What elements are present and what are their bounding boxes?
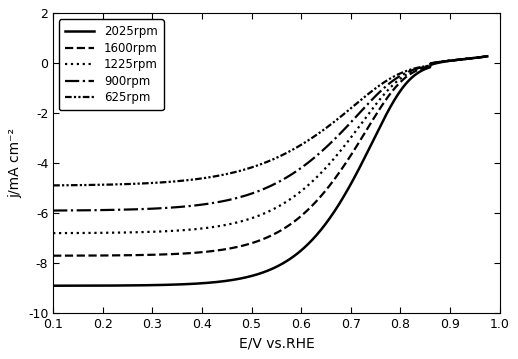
- 625rpm: [256, 163, 263, 167]
- 900rpm: [474, 56, 480, 60]
- 1225rpm: [308, 180, 314, 184]
- 2025rpm: [406, 78, 412, 83]
- Line: 900rpm: 900rpm: [53, 56, 487, 210]
- 1600rpm: [484, 54, 491, 59]
- Line: 1600rpm: 1600rpm: [53, 56, 487, 256]
- 1225rpm: [50, 231, 56, 235]
- 1600rpm: [259, 237, 265, 242]
- Line: 625rpm: 625rpm: [53, 56, 487, 185]
- 625rpm: [474, 56, 480, 60]
- 1225rpm: [474, 56, 480, 60]
- 1600rpm: [406, 73, 412, 77]
- 1600rpm: [256, 238, 263, 243]
- Legend: 2025rpm, 1600rpm, 1225rpm, 900rpm, 625rpm: 2025rpm, 1600rpm, 1225rpm, 900rpm, 625rp…: [59, 19, 164, 110]
- 900rpm: [484, 54, 491, 59]
- 2025rpm: [308, 238, 314, 243]
- 1225rpm: [285, 199, 291, 203]
- Line: 2025rpm: 2025rpm: [53, 56, 487, 286]
- Y-axis label: j/mA cm⁻²: j/mA cm⁻²: [8, 128, 22, 198]
- 1600rpm: [308, 204, 314, 209]
- 625rpm: [308, 136, 314, 140]
- 625rpm: [406, 68, 412, 72]
- 2025rpm: [484, 54, 491, 59]
- 900rpm: [406, 69, 412, 74]
- 625rpm: [285, 150, 291, 154]
- 1600rpm: [474, 56, 480, 60]
- 2025rpm: [256, 271, 263, 276]
- 2025rpm: [259, 271, 265, 275]
- 900rpm: [308, 158, 314, 162]
- 1225rpm: [406, 71, 412, 75]
- 900rpm: [259, 187, 265, 192]
- 2025rpm: [474, 56, 480, 60]
- 2025rpm: [285, 258, 291, 262]
- 900rpm: [50, 208, 56, 213]
- 1225rpm: [484, 54, 491, 59]
- 1600rpm: [50, 253, 56, 258]
- 625rpm: [50, 183, 56, 187]
- 625rpm: [259, 162, 265, 166]
- 2025rpm: [50, 284, 56, 288]
- X-axis label: E/V vs.RHE: E/V vs.RHE: [239, 337, 314, 351]
- 1225rpm: [259, 212, 265, 216]
- Line: 1225rpm: 1225rpm: [53, 56, 487, 233]
- 1225rpm: [256, 213, 263, 218]
- 1600rpm: [285, 224, 291, 228]
- 900rpm: [256, 188, 263, 193]
- 900rpm: [285, 174, 291, 179]
- 625rpm: [484, 54, 491, 59]
